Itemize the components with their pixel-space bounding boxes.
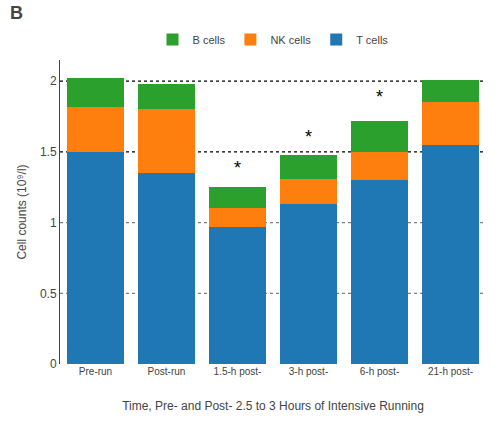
svg-text:T cells: T cells: [356, 34, 388, 46]
svg-text:1.5-h post-: 1.5-h post-: [214, 366, 262, 377]
svg-text:21-h post-: 21-h post-: [428, 366, 473, 377]
svg-text:B cells: B cells: [193, 34, 226, 46]
svg-text:Pre-run: Pre-run: [79, 366, 112, 377]
svg-text:0: 0: [50, 357, 57, 371]
svg-text:*: *: [234, 158, 241, 178]
svg-text:6-h post-: 6-h post-: [360, 366, 399, 377]
svg-text:3-h post-: 3-h post-: [289, 366, 328, 377]
svg-text:Cell counts (10⁹/l): Cell counts (10⁹/l): [15, 164, 29, 259]
svg-text:*: *: [305, 127, 312, 147]
svg-text:1.5: 1.5: [40, 145, 57, 159]
svg-text:0.5: 0.5: [40, 287, 57, 301]
svg-text:Post-run: Post-run: [148, 366, 186, 377]
svg-text:NK cells: NK cells: [270, 34, 311, 46]
svg-text:*: *: [376, 87, 383, 107]
svg-text:B: B: [10, 3, 23, 23]
svg-text:2: 2: [50, 74, 57, 88]
svg-text:Time, Pre- and Post- 2.5 to 3: Time, Pre- and Post- 2.5 to 3 Hours of I…: [122, 399, 424, 413]
svg-text:1: 1: [50, 216, 57, 230]
